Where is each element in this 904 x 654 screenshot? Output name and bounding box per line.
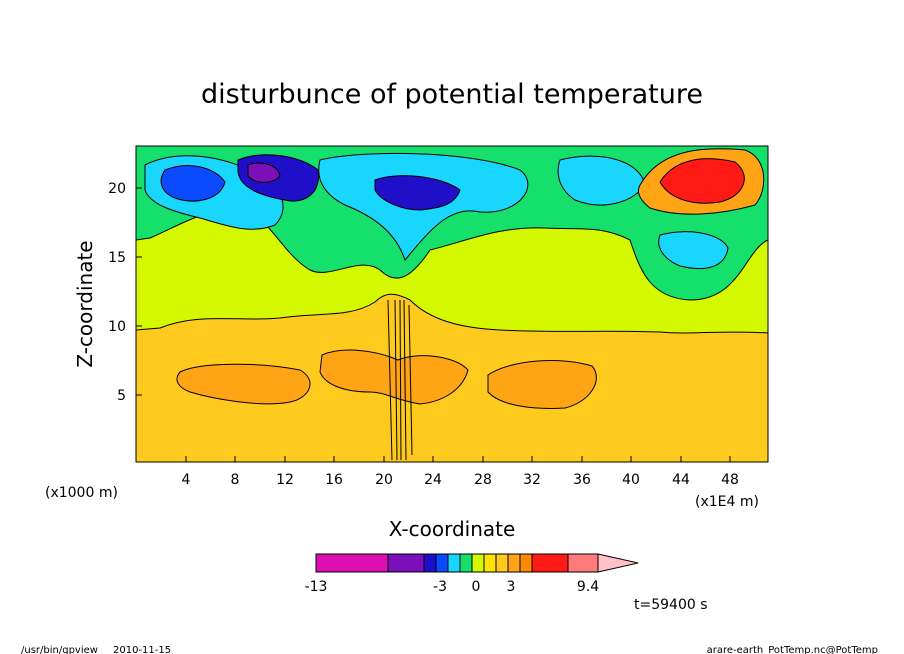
mid-orange-left xyxy=(176,363,311,405)
mid-orange-right xyxy=(487,360,597,409)
x-tick-label: 28 xyxy=(474,472,492,488)
colorbar-extension xyxy=(597,553,639,573)
colorbar-label: 3 xyxy=(507,579,516,595)
x-tick-label: 24 xyxy=(424,472,442,488)
colorbar-segment xyxy=(531,553,569,573)
upper-layer-cyan-right xyxy=(557,155,646,206)
colorbar-segment xyxy=(507,553,521,573)
y-tick-label: 20 xyxy=(108,181,126,197)
upper-positive-red xyxy=(659,158,745,204)
x-tick-label: 8 xyxy=(231,472,240,488)
upper-layer-blue-left xyxy=(160,165,226,202)
footer-source: arare-earth_PotTemp.nc@PotTemp xyxy=(707,645,878,654)
x-tick-label: 48 xyxy=(721,472,739,488)
footer-date: 2010-11-15 xyxy=(113,645,171,654)
colorbar xyxy=(315,553,639,573)
y-tick-label: 15 xyxy=(108,250,126,266)
x-tick-label: 36 xyxy=(573,472,591,488)
central-disturbance xyxy=(387,299,413,461)
chart-title: disturbunce of potential temperature xyxy=(201,79,703,110)
colorbar-segment xyxy=(519,553,533,573)
upper-layer-purple xyxy=(247,162,281,183)
time-label: t=59400 s xyxy=(634,597,708,613)
colorbar-label: -3 xyxy=(433,579,447,595)
colorbar-segment xyxy=(567,553,599,573)
x-tick-label: 4 xyxy=(182,472,191,488)
colorbar-segment xyxy=(447,553,461,573)
mid-orange-center xyxy=(319,349,469,405)
footer-program: /usr/bin/gpview xyxy=(21,645,98,654)
x-tick-label: 12 xyxy=(276,472,294,488)
x-axis-label: X-coordinate xyxy=(389,517,516,541)
x-tick-label: 16 xyxy=(325,472,343,488)
y-tick-label: 10 xyxy=(108,319,126,335)
colorbar-label: -13 xyxy=(305,579,328,595)
y-axis-label: Z-coordinate xyxy=(73,240,97,367)
colorbar-segment xyxy=(459,553,473,573)
colorbar-segment xyxy=(315,553,389,573)
plot-frame xyxy=(135,145,769,463)
y-axis: 5 10 15 20 xyxy=(108,181,142,404)
x-unit-left: (x1000 m) xyxy=(45,485,118,501)
x-tick-label: 32 xyxy=(523,472,541,488)
upper-layer-darkblue-mid xyxy=(374,175,461,211)
colorbar-segment xyxy=(471,553,485,573)
colorbar-segment xyxy=(387,553,425,573)
x-axis: 4 8 12 16 20 24 28 32 36 40 44 48 xyxy=(182,456,739,488)
plot-area xyxy=(136,146,768,462)
colorbar-segment xyxy=(423,553,437,573)
y-tick-label: 5 xyxy=(117,388,126,404)
x-unit-right: (x1E4 m) xyxy=(695,494,759,510)
x-tick-label: 40 xyxy=(622,472,640,488)
colorbar-segment xyxy=(483,553,497,573)
colorbar-label: 0 xyxy=(472,579,481,595)
colorbar-segment xyxy=(495,553,509,573)
x-tick-label: 20 xyxy=(375,472,393,488)
x-tick-label: 44 xyxy=(672,472,690,488)
colorbar-segment xyxy=(435,553,449,573)
upper-layer-cyan-patch xyxy=(658,231,729,269)
colorbar-label: 9.4 xyxy=(577,579,599,595)
